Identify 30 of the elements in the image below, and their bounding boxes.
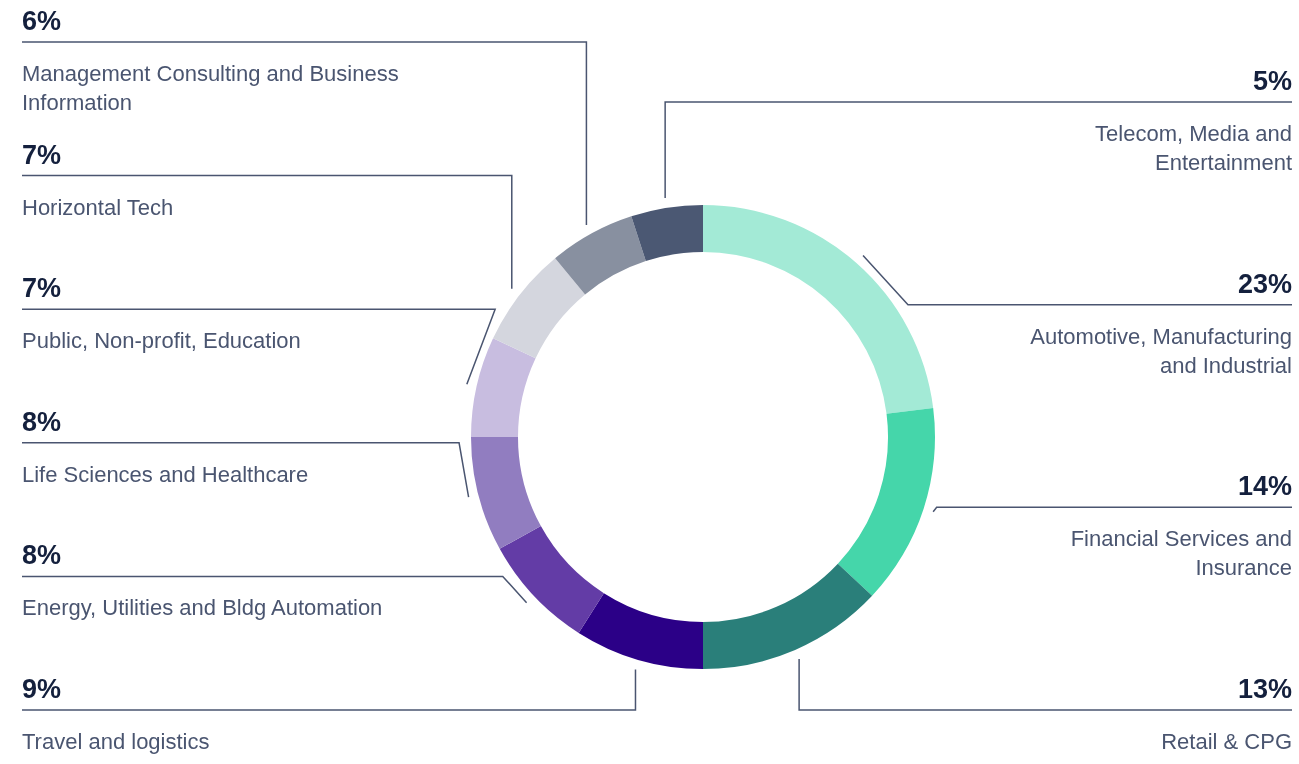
slice-label: Life Sciences and Healthcare xyxy=(22,461,309,487)
slice-label: Retail & CPG xyxy=(1161,729,1292,754)
donut-slice xyxy=(555,216,646,295)
slice-label: Automotive, Manufacturing and Industrial xyxy=(1030,323,1292,378)
data-label: 5% xyxy=(1252,66,1292,96)
donut-slice xyxy=(703,205,934,414)
data-label: 6% xyxy=(22,6,62,36)
donut-slice xyxy=(631,205,703,262)
data-label: 13% xyxy=(1237,674,1292,704)
donut-slice xyxy=(837,407,935,596)
donut-slice xyxy=(471,437,541,549)
slice-label: Public, Non-profit, Education xyxy=(22,328,301,354)
slice-label: Management Consulting and Business Information xyxy=(22,61,399,115)
donut-slice xyxy=(578,593,703,669)
data-label: 7% xyxy=(22,273,62,304)
slice-label: Financial Services and Insurance xyxy=(1070,526,1292,581)
donut-slice xyxy=(493,258,586,359)
data-label: 8% xyxy=(22,406,62,437)
donut-slice xyxy=(703,563,873,669)
data-label: 23% xyxy=(1237,268,1292,299)
data-label: 14% xyxy=(1237,471,1292,502)
slice-label: Telecom, Media and Entertainment xyxy=(1095,121,1292,175)
slice-label: Energy, Utilities and Bldg Automation xyxy=(22,595,383,621)
slice-label: Travel and logistics xyxy=(22,729,210,754)
data-label: 7% xyxy=(22,139,62,170)
data-label: 8% xyxy=(22,540,62,571)
donut-slice xyxy=(499,526,604,633)
slice-label: Horizontal Tech xyxy=(22,194,174,220)
donut-slice xyxy=(471,338,536,437)
data-label: 9% xyxy=(22,674,62,704)
